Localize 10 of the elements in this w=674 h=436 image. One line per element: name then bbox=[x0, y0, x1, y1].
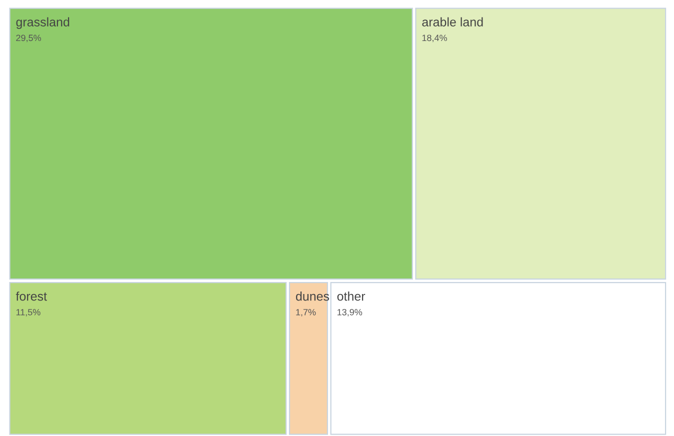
category-label: arable land bbox=[422, 17, 483, 26]
data-label: 29,5% bbox=[16, 34, 42, 42]
data-label: 1,7% bbox=[296, 309, 316, 316]
category-label: dunes bbox=[296, 292, 330, 301]
category-label: grassland bbox=[16, 17, 70, 29]
data-label: 18,4% bbox=[422, 34, 447, 42]
category-label: forest bbox=[16, 292, 47, 301]
data-label: 11,5% bbox=[16, 309, 40, 316]
data-label: 13,9% bbox=[338, 308, 362, 316]
category-label: other bbox=[337, 292, 366, 301]
